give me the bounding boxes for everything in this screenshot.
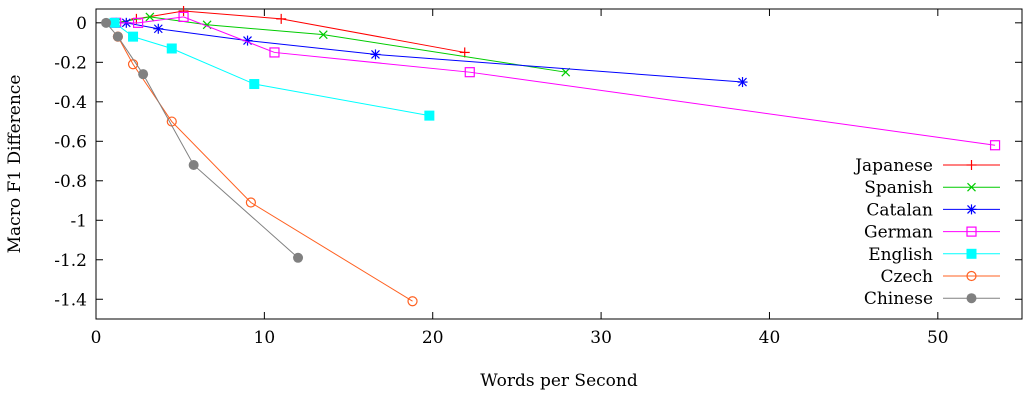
x-axis-label: Words per Second [480, 371, 638, 391]
legend-label: German [864, 223, 933, 243]
data-point-czech [245, 197, 256, 208]
data-point-japanese [459, 47, 470, 58]
data-point-english [249, 79, 260, 90]
legend-entry-english: English [868, 245, 1000, 265]
x-tick-label: 30 [590, 328, 612, 348]
x-tick-label: 10 [254, 328, 276, 348]
data-point-spanish [561, 67, 571, 77]
data-point-german [269, 47, 280, 58]
series-line-german [116, 16, 996, 146]
y-tick-label: -0.2 [54, 53, 87, 73]
series-spanish [111, 12, 571, 77]
data-point-english [424, 110, 435, 121]
legend-marker [967, 182, 976, 192]
legend-marker [966, 270, 977, 282]
y-tick-label: -1.2 [54, 251, 87, 271]
x-tick-label: 0 [91, 328, 102, 348]
data-point-catalan [153, 23, 164, 34]
plot-frame [95, 8, 1023, 320]
data-point-japanese [276, 13, 287, 24]
series-english [109, 17, 435, 121]
series-layer [101, 5, 1001, 307]
legend-label: Catalan [866, 200, 933, 220]
y-tick-label: -1 [70, 211, 87, 231]
legend-label: English [868, 245, 933, 265]
legend-entry-german: German [864, 223, 1000, 243]
legend-marker [966, 226, 977, 237]
data-point-catalan [737, 77, 748, 88]
x-tick-label: 40 [759, 328, 781, 348]
legend-entry-japanese: Japanese [853, 156, 1000, 176]
data-point-catalan [370, 49, 381, 60]
data-point-german [464, 67, 475, 78]
legend-label: Chinese [864, 289, 933, 309]
legend-label: Spanish [864, 178, 933, 198]
series-line-catalan [126, 22, 743, 83]
series-line-czech [117, 36, 413, 302]
legend-marker [966, 293, 977, 304]
y-tick-label: -0.8 [54, 172, 87, 192]
legend-marker [966, 248, 977, 259]
data-point-german [132, 17, 144, 28]
data-point-chinese [138, 69, 149, 80]
y-tick-label: -0.6 [54, 132, 87, 152]
data-point-spanish [318, 30, 328, 40]
data-point-czech [407, 296, 418, 307]
data-point-chinese [188, 159, 199, 170]
series-german [111, 11, 1001, 151]
x-tick-label: 50 [927, 328, 949, 348]
legend-label: Czech [881, 267, 934, 287]
legend-entry-chinese: Chinese [864, 289, 1000, 309]
x-tick-label: 20 [422, 328, 444, 348]
data-point-german [178, 11, 189, 22]
data-point-spanish [145, 12, 155, 22]
data-point-english [166, 43, 177, 54]
legend-marker [966, 204, 977, 215]
legend-marker [966, 160, 977, 170]
data-point-english [128, 31, 139, 42]
series-line-english [114, 22, 430, 117]
series-line-chinese [105, 22, 299, 259]
data-point-chinese [112, 31, 123, 42]
y-axis-label: Macro F1 Difference [5, 75, 25, 254]
data-point-chinese [101, 17, 112, 28]
y-tick-label: 0 [76, 14, 87, 34]
series-czech [112, 31, 418, 307]
y-tick-label: -1.4 [54, 290, 87, 310]
data-point-chinese [293, 252, 304, 263]
legend-entry-spanish: Spanish [864, 178, 1000, 198]
series-chinese [101, 17, 304, 263]
legend-label: Japanese [853, 156, 933, 176]
legend-entry-catalan: Catalan [866, 200, 1000, 220]
data-point-english [109, 17, 120, 28]
data-point-german [989, 140, 1001, 151]
axis-ticks: 0 10 20 30 40 50 0 -0.2 -0.4 -0.6 -0.8 -1 -1.2 -1.4 [54, 9, 1022, 348]
y-tick-label: -0.4 [54, 93, 87, 113]
legend-entry-czech: Czech [881, 267, 1000, 287]
data-point-japanese [178, 5, 189, 16]
series-catalan [121, 17, 748, 88]
